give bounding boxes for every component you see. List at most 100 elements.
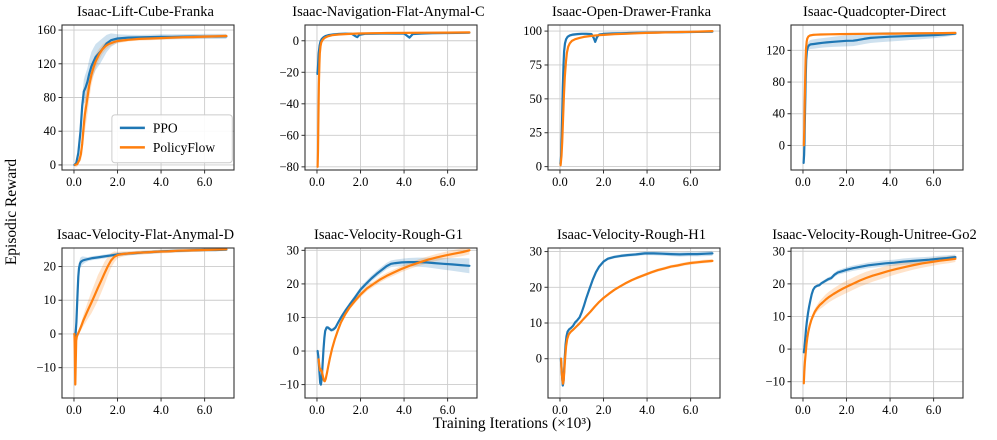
- x-tick-label: 0.0: [552, 175, 568, 189]
- chart-isaac-navigation-flat-anymal-c: Isaac-Navigation-Flat-Anymal-C 0.0 2.0 4.0 6…: [267, 2, 510, 199]
- plot-area: 0.0 2.0 4.0 6.0 −80 −60 −40 −20 0: [279, 24, 478, 189]
- policyflow-line: [559, 30, 714, 167]
- x-tick-label: 4.0: [882, 175, 898, 189]
- policyflow-line: [802, 31, 957, 147]
- y-axis-label: Episodic Reward: [3, 158, 20, 266]
- policyflow-line: [560, 259, 714, 385]
- chart-title: Isaac-Quadcopter-Direct: [802, 4, 946, 20]
- y-tick-label: 10: [530, 316, 543, 330]
- policyflow-line: [74, 34, 228, 166]
- y-tick-label: 80: [773, 75, 786, 89]
- chart-isaac-velocity-rough-unitree-go2: Isaac-Velocity-Rough-Unitree-Go2 0.0 2.0 4.…: [753, 225, 996, 426]
- y-tick-label: 0: [536, 160, 542, 174]
- x-tick-label: 0.0: [309, 403, 325, 417]
- y-tick-label: 30: [530, 245, 543, 259]
- y-tick-label: 30: [287, 245, 300, 257]
- plot-area: 0.0 2.0 4.0 6.0 0 40 80 120: [766, 24, 964, 189]
- x-tick-label: 6.0: [926, 175, 942, 189]
- policyflow-line: [802, 257, 957, 385]
- y-tick-label: 160: [37, 23, 56, 37]
- y-tick-label: 10: [287, 310, 300, 324]
- policyflow-line: [316, 31, 471, 168]
- y-tick-label: 100: [523, 24, 542, 38]
- policyflow-confidence-band: [74, 248, 227, 387]
- x-tick-label: 4.0: [153, 403, 169, 417]
- ppo-confidence-band: [803, 32, 956, 165]
- x-tick-label: 6.0: [683, 175, 699, 189]
- ppo-line: [316, 31, 471, 75]
- ppo-confidence-band: [317, 31, 470, 76]
- x-tick-label: 6.0: [440, 403, 456, 417]
- chart-isaac-velocity-rough-h1: Isaac-Velocity-Rough-H1 0.0 2.0 4.0 6.0 0 10 20…: [510, 225, 753, 426]
- x-tick-label: 0.0: [795, 175, 811, 189]
- y-tick-label: −80: [279, 160, 299, 174]
- y-tick-label: 0: [293, 344, 299, 358]
- y-tick-label: −60: [279, 128, 299, 142]
- chart-isaac-lift-cube-franka: Isaac-Lift-Cube-Franka 0.0 2.0 4.0 6.0 0 40 80 1…: [24, 2, 267, 199]
- x-tick-label: 0.0: [552, 403, 568, 417]
- x-tick-label: 0.0: [66, 403, 82, 417]
- y-tick-label: 40: [773, 107, 786, 121]
- x-tick-label: 4.0: [639, 175, 655, 189]
- x-tick-label: 6.0: [197, 175, 213, 189]
- x-tick-label: 4.0: [396, 175, 412, 189]
- y-tick-label: −10: [765, 375, 785, 389]
- axes-spines: [790, 24, 964, 171]
- y-tick-label: 10: [773, 309, 786, 323]
- axes-spines: [304, 24, 478, 171]
- y-tick-label: 20: [773, 277, 786, 291]
- x-tick-label: 2.0: [353, 175, 369, 189]
- ppo-confidence-band: [317, 257, 470, 387]
- y-tick-label: −10: [279, 378, 299, 392]
- y-tick-label: 0: [779, 342, 785, 356]
- chart-title: Isaac-Open-Drawer-Franka: [551, 4, 712, 20]
- x-tick-label: 2.0: [839, 175, 855, 189]
- y-tick-label: −20: [279, 65, 299, 79]
- y-tick-label: 20: [44, 260, 57, 274]
- chart-title: Isaac-Lift-Cube-Franka: [77, 4, 214, 20]
- chart-title: Isaac-Velocity-Flat-Anymal-D: [56, 227, 235, 243]
- plot-area: 0.0 2.0 4.0 6.0 0 25 50 75 100: [523, 24, 721, 189]
- x-tick-label: 6.0: [683, 403, 699, 417]
- x-tick-label: 4.0: [396, 403, 412, 417]
- x-tick-label: 2.0: [110, 175, 126, 189]
- y-tick-label: 25: [530, 126, 543, 140]
- chart-isaac-open-drawer-franka: Isaac-Open-Drawer-Franka 0.0 2.0 4.0 6.0 0 25 5…: [510, 2, 753, 199]
- x-tick-label: 0.0: [795, 403, 811, 417]
- ppo-line: [802, 32, 957, 164]
- y-tick-label: 0: [50, 327, 56, 341]
- ppo-legend-label: PPO: [153, 120, 178, 135]
- y-tick-label: 120: [37, 57, 56, 71]
- y-tick-label: −40: [279, 97, 299, 111]
- policyflow-confidence-band: [318, 248, 470, 383]
- x-tick-label: 0.0: [309, 175, 325, 189]
- y-tick-label: 50: [530, 92, 543, 106]
- axes-spines: [61, 247, 235, 399]
- charts-grid: Isaac-Lift-Cube-Franka 0.0 2.0 4.0 6.0 0 40 80 1…: [24, 2, 996, 426]
- chart-title: Isaac-Navigation-Flat-Anymal-C: [292, 4, 485, 20]
- x-tick-label: 2.0: [839, 403, 855, 417]
- x-tick-label: 4.0: [882, 403, 898, 417]
- y-tick-label: 0: [536, 352, 542, 366]
- y-tick-label: 0: [293, 34, 299, 48]
- y-tick-label: 120: [766, 43, 785, 57]
- x-tick-label: 6.0: [926, 403, 942, 417]
- x-tick-label: 4.0: [639, 403, 655, 417]
- plot-area: 0.0 2.0 4.0 6.0 −10 0 10 20 30: [765, 244, 964, 417]
- y-tick-label: 20: [530, 280, 543, 294]
- x-axis-label: Training Iterations (×10³): [432, 415, 592, 432]
- x-tick-label: 6.0: [440, 175, 456, 189]
- x-tick-label: 0.0: [66, 175, 82, 189]
- x-tick-label: 2.0: [353, 403, 369, 417]
- axes-spines: [547, 24, 721, 171]
- y-tick-label: 80: [44, 91, 57, 105]
- plot-area: 0.0 2.0 4.0 6.0 −10 0 10 20: [36, 247, 235, 417]
- chart-title: Isaac-Velocity-Rough-G1: [314, 227, 463, 243]
- legend: PPO PolicyFlow: [111, 114, 233, 164]
- policyflow-confidence-band: [803, 255, 956, 386]
- chart-title: Isaac-Velocity-Rough-H1: [557, 227, 706, 243]
- y-tick-label: 30: [773, 245, 786, 258]
- chart-isaac-quadcopter-direct: Isaac-Quadcopter-Direct 0.0 2.0 4.0 6.0 0 40 80…: [753, 2, 996, 199]
- x-tick-label: 2.0: [110, 403, 126, 417]
- y-tick-label: 0: [50, 158, 56, 172]
